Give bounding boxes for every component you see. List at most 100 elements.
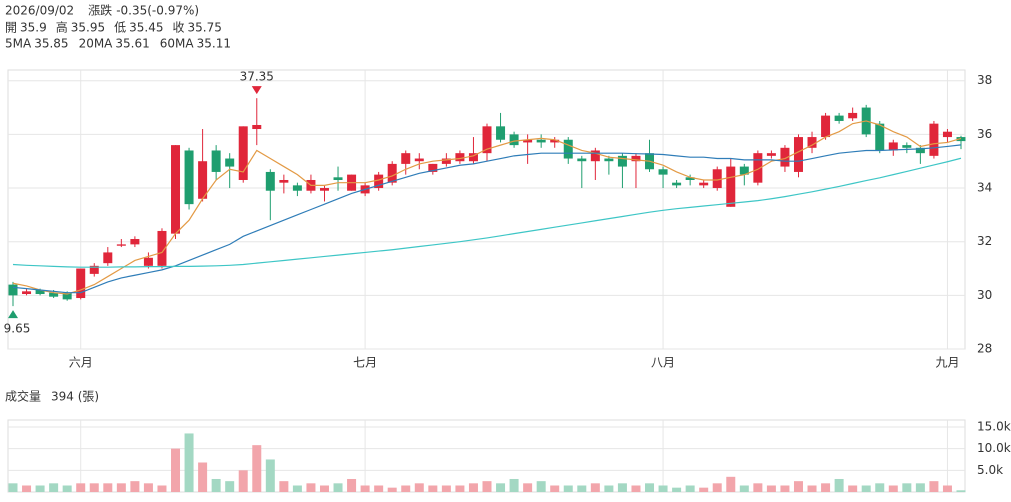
candle-body [401,153,411,164]
candle-body [739,166,749,175]
candle-body [387,163,397,183]
volume-bar [861,485,871,492]
volume-bar [888,485,898,492]
candle-body [211,150,221,172]
candle-body [76,268,86,299]
header-text: 5MA [5,37,32,51]
candle-body [35,289,45,295]
volume-bar [875,483,885,492]
volume-bar [590,483,600,492]
candle-body [414,158,424,162]
volume-bar [468,483,478,492]
volume-bar [631,485,641,492]
volume-bar [49,483,59,492]
y-tick-label: 15.0k [977,419,1011,433]
volume-bar [265,459,275,492]
volume-bar [279,481,289,492]
candle-body [225,158,235,167]
candle-body [523,139,533,143]
annotation: 37.35 [240,70,274,84]
candle-body [441,158,451,164]
x-tick-label: 六月 [69,356,93,370]
candle-body [130,239,140,245]
candle-body [848,112,858,119]
volume-bar [103,483,113,492]
y-tick-label: 38 [977,73,992,87]
header-text: -0.35(-0.97%) [116,4,199,18]
y-tick-label: 32 [977,234,992,248]
volume-bar [22,485,32,492]
candle-body [198,161,208,199]
volume-bar [157,485,167,492]
volume-bar [8,483,18,492]
candle-body [103,252,113,264]
candle-body [915,147,925,154]
volume-bar [76,483,86,492]
volume-bar [793,481,803,492]
volume-bar [360,485,370,492]
candle-body [238,126,248,180]
candle-body [292,185,302,191]
volume-bar [198,462,208,492]
y-tick-label: 36 [977,127,992,141]
volume-bar [292,485,302,492]
volume-bar [685,485,695,492]
volume-bar [347,478,357,492]
candle-body [942,131,952,138]
volume-bar [374,485,384,492]
volume-bar [645,483,655,492]
candle-body [780,147,790,167]
header-text: 35.11 [197,37,231,51]
volume-bar [306,483,316,492]
candle-body [62,292,72,300]
volume-bar [929,481,939,492]
candle-body [171,145,181,234]
candle-body [672,182,682,186]
high-marker [251,86,262,95]
volume-bar [712,483,722,492]
volume-bar [143,483,153,492]
header-text: 高 [56,20,68,35]
candle-body [617,155,627,167]
candle-body [766,153,776,156]
volume-bar [821,483,831,492]
volume-bar [577,485,587,492]
volume-bar [428,485,438,492]
low-marker [8,310,18,319]
candle-body [279,179,289,183]
volume-bar [726,476,736,492]
volume-bar [672,487,682,492]
x-tick-label: 九月 [935,356,959,370]
candle-body [793,137,803,172]
header-text: 收 [172,21,184,35]
volume-bar [550,485,560,492]
volume-bar [834,478,844,492]
candle-body [482,126,492,154]
candle-body [563,139,573,159]
volume-bar [171,448,181,492]
candle-body [49,292,59,297]
candle-body [184,150,194,205]
volume-bar [915,483,925,492]
header-text: 35.45 [129,21,163,35]
volume-bar [252,445,262,492]
volume-bar [184,433,194,492]
volume-bar [902,483,912,492]
volume-bar [523,483,533,492]
header-text: 35.75 [188,21,222,35]
y-tick-label: 30 [977,288,992,302]
y-tick-label: 5.0k [977,463,1003,477]
volume-bar [441,485,451,492]
header-text: 35.9 [20,21,47,35]
volume-bar [89,483,99,492]
candle-body [875,123,885,151]
volume-bar [225,481,235,492]
candle-body [428,163,438,172]
candle-body [577,158,587,162]
volume-bar [956,490,966,492]
volume-bar [455,485,465,492]
candle-body [631,155,641,162]
volume-bar [699,487,709,492]
candle-body [726,166,736,207]
